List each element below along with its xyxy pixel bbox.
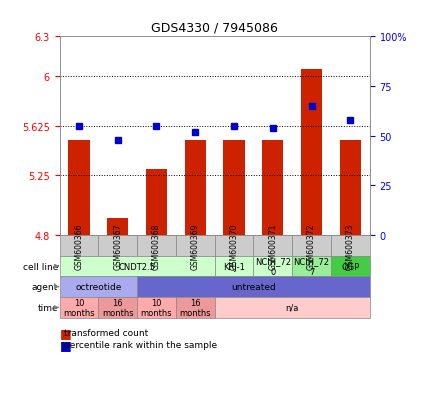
Text: cell line: cell line xyxy=(23,262,58,271)
Bar xyxy=(253,256,292,277)
Bar xyxy=(331,235,370,256)
Text: KRJ-1: KRJ-1 xyxy=(223,262,245,271)
Text: transformed count: transformed count xyxy=(64,328,148,337)
Text: GSM600366: GSM600366 xyxy=(74,223,83,269)
Bar xyxy=(176,297,215,318)
Bar xyxy=(224,140,245,235)
Bar xyxy=(176,235,215,256)
Bar xyxy=(262,140,283,235)
Text: ■: ■ xyxy=(60,338,71,351)
Text: CNDT2.5: CNDT2.5 xyxy=(119,262,156,271)
Bar xyxy=(137,277,370,297)
Bar xyxy=(184,140,206,235)
Text: agent: agent xyxy=(32,282,58,292)
Text: 10
months: 10 months xyxy=(63,298,95,317)
Bar xyxy=(137,297,176,318)
Text: GSM600372: GSM600372 xyxy=(307,223,316,269)
Bar xyxy=(68,140,90,235)
Bar xyxy=(301,70,322,235)
Text: GSM600368: GSM600368 xyxy=(152,223,161,269)
Bar xyxy=(146,169,167,235)
Bar xyxy=(292,256,331,277)
Bar xyxy=(253,235,292,256)
Bar xyxy=(340,140,361,235)
Bar xyxy=(107,218,128,235)
Text: octreotide: octreotide xyxy=(75,282,122,292)
Text: percentile rank within the sample: percentile rank within the sample xyxy=(64,340,217,349)
Bar xyxy=(215,297,370,318)
Bar xyxy=(215,235,253,256)
Title: GDS4330 / 7945086: GDS4330 / 7945086 xyxy=(151,21,278,35)
Text: GSM600367: GSM600367 xyxy=(113,223,122,269)
Text: ■: ■ xyxy=(60,326,71,339)
Bar xyxy=(98,297,137,318)
Text: time: time xyxy=(37,303,58,312)
Text: GSM600373: GSM600373 xyxy=(346,223,355,269)
Bar xyxy=(98,235,137,256)
Text: 16
months: 16 months xyxy=(179,298,211,317)
Bar xyxy=(215,256,253,277)
Text: QGP: QGP xyxy=(341,262,360,271)
Bar xyxy=(60,235,98,256)
Text: NCIH_72
7: NCIH_72 7 xyxy=(294,257,329,276)
Text: 10
months: 10 months xyxy=(141,298,172,317)
Bar xyxy=(60,297,98,318)
Text: 16
months: 16 months xyxy=(102,298,133,317)
Text: GSM600370: GSM600370 xyxy=(230,223,238,269)
Text: GSM600371: GSM600371 xyxy=(268,223,277,269)
Bar xyxy=(60,277,137,297)
Text: untreated: untreated xyxy=(231,282,276,292)
Text: n/a: n/a xyxy=(286,303,299,312)
Text: GSM600369: GSM600369 xyxy=(191,223,200,269)
Bar xyxy=(331,256,370,277)
Bar xyxy=(292,235,331,256)
Bar xyxy=(137,235,176,256)
Text: NCIH_72
0: NCIH_72 0 xyxy=(255,257,291,276)
Bar xyxy=(60,256,215,277)
